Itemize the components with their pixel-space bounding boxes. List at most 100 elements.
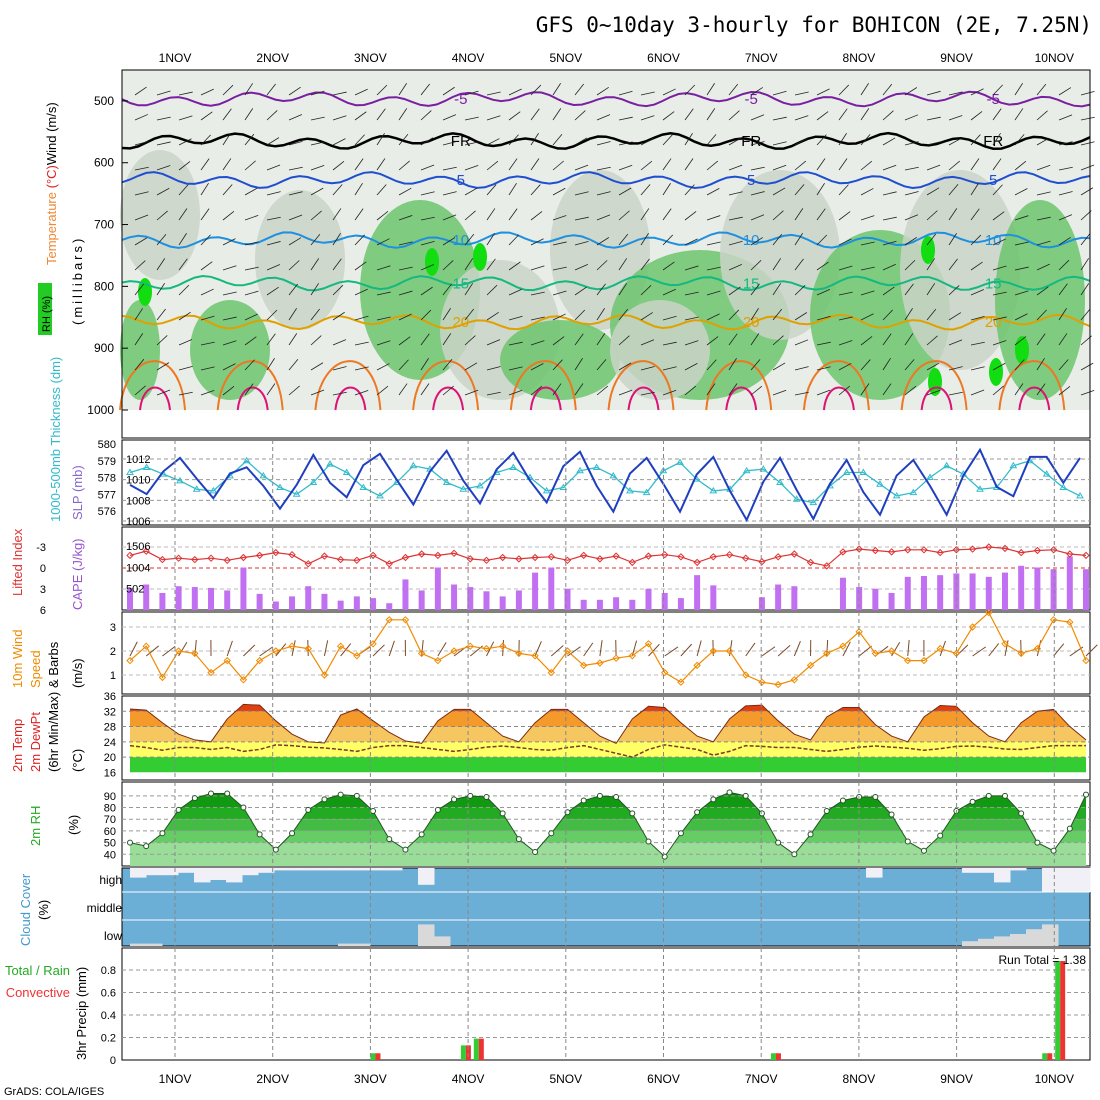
wind-barb xyxy=(750,359,761,371)
wind-barb xyxy=(992,291,1007,296)
wind-barb xyxy=(706,290,721,296)
wind-speed-marker xyxy=(709,647,718,655)
wind-barb xyxy=(1058,308,1067,321)
li-marker xyxy=(871,546,880,555)
wind-barb xyxy=(266,164,281,171)
wind-barb xyxy=(618,283,628,296)
wind-barb xyxy=(552,187,566,196)
cape-bar xyxy=(208,587,215,610)
wind-barb xyxy=(1080,164,1095,171)
wind-barb xyxy=(904,141,919,146)
wind-barb xyxy=(244,214,259,221)
wind-speed-marker xyxy=(1066,618,1074,626)
wind-barb xyxy=(420,264,435,271)
wind-speed-marker xyxy=(758,678,766,686)
thickness-marker xyxy=(976,485,984,492)
wind-barb xyxy=(376,291,391,296)
wind-speed-marker xyxy=(142,642,150,650)
wind-barb xyxy=(200,366,215,371)
isotherm-label: -5 xyxy=(454,91,467,108)
wind-barb xyxy=(948,160,960,171)
wind-speed-marker xyxy=(628,652,637,660)
wind-barb xyxy=(134,166,149,171)
wind-barb xyxy=(288,166,303,171)
rh-marker xyxy=(321,796,328,803)
li-marker xyxy=(1066,550,1074,558)
wind-barb xyxy=(728,309,740,321)
wind-barb xyxy=(838,238,852,246)
date-label-bottom: 6NOV xyxy=(647,1072,680,1086)
wind-barb xyxy=(134,114,149,121)
wind-barb xyxy=(530,363,544,371)
wind-barb xyxy=(662,183,671,196)
wind-barb xyxy=(970,208,980,221)
temp-ylabel: (6hr Min/Max) xyxy=(46,692,61,772)
wind-speed-marker xyxy=(806,661,815,670)
temp-band xyxy=(130,741,1086,758)
rh-marker xyxy=(969,798,976,805)
wind-barb xyxy=(1014,108,1024,121)
wind-ylabel: Speed xyxy=(28,650,43,688)
pressure-tick: 1000 xyxy=(87,403,114,417)
cape-bar xyxy=(483,591,490,610)
wind-barb xyxy=(530,184,541,196)
wind-barb xyxy=(134,140,149,146)
wind-barb xyxy=(486,339,501,346)
wind-barb xyxy=(420,358,429,371)
wind-barb xyxy=(200,261,213,271)
wind-barb xyxy=(882,216,897,221)
isotherm-label: 15 xyxy=(743,275,760,292)
wind-speed-marker xyxy=(304,644,312,653)
temp-tick: 24 xyxy=(104,737,116,749)
wind-barb xyxy=(442,237,456,246)
date-label-bottom: 2NOV xyxy=(256,1072,289,1086)
thickness-marker xyxy=(942,461,951,469)
cape-bar xyxy=(564,588,571,610)
wind-barb-10m xyxy=(696,640,702,657)
wind-speed-marker xyxy=(434,656,442,665)
wind-speed-marker xyxy=(498,642,507,650)
wind-barb xyxy=(508,134,519,146)
wind-speed-marker xyxy=(207,668,215,677)
rh-marker xyxy=(386,836,393,843)
wind-barb xyxy=(618,90,633,96)
wind-barb xyxy=(596,308,605,321)
wind-barb xyxy=(222,363,236,371)
thickness-marker xyxy=(192,485,201,492)
cloud-high-bar xyxy=(130,868,147,878)
precip-tick: 0.2 xyxy=(101,1033,116,1045)
slp-line xyxy=(129,447,1081,523)
cape-bar xyxy=(969,573,976,610)
li-tick: 6 xyxy=(40,605,46,617)
cloud-high-bar xyxy=(386,868,403,871)
rh-shading xyxy=(720,170,840,340)
li-marker xyxy=(839,548,847,556)
thickness-marker xyxy=(1009,461,1018,469)
wind-barb xyxy=(948,285,960,296)
li-marker xyxy=(515,555,523,563)
thickness-marker xyxy=(759,465,768,472)
wind-barb xyxy=(464,362,478,371)
wind-barb xyxy=(706,160,719,171)
wind-barb xyxy=(838,340,853,346)
wind-barb-10m xyxy=(323,640,329,657)
li-ylabel: Lifted Index xyxy=(10,528,25,596)
li-marker xyxy=(855,545,863,553)
wind-barb xyxy=(948,137,962,146)
wind-barb xyxy=(684,238,698,246)
li-marker xyxy=(579,551,588,560)
wind-barb xyxy=(816,234,828,246)
wind-barb xyxy=(464,335,476,346)
li-marker xyxy=(369,551,377,560)
wind-barb xyxy=(860,359,871,371)
wind-barb xyxy=(904,359,915,371)
wind-barb xyxy=(442,308,451,321)
rh-legend-swatch xyxy=(38,283,52,335)
wind-barb xyxy=(1058,214,1073,221)
wind-barb xyxy=(750,166,765,171)
wind-barb xyxy=(486,258,496,271)
wind-barb xyxy=(200,183,209,196)
wind-barb xyxy=(1036,191,1051,196)
cloud-level-label: middle xyxy=(87,901,123,915)
wind-barb xyxy=(486,284,498,296)
